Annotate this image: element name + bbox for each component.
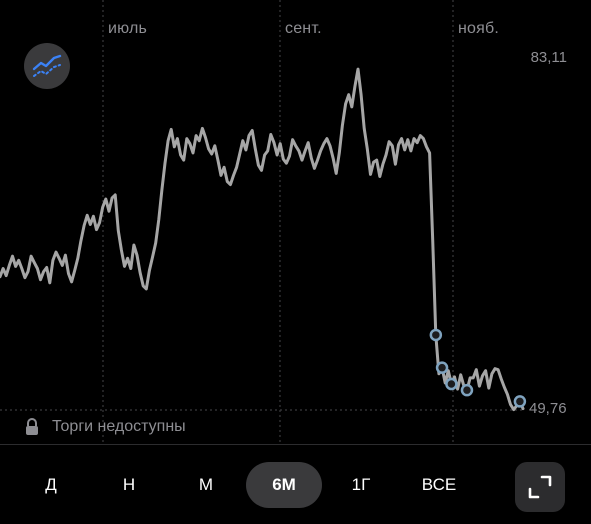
price-chart-svg [0,0,527,445]
period-month-button[interactable]: М [198,475,214,494]
price-chart[interactable]: июль сент. нояб. 83,11 49,76 Торги недос… [0,0,591,445]
indicator-button[interactable] [24,43,70,89]
divider [0,444,591,445]
chart-gridlines [0,0,525,445]
period-year-button[interactable]: 1Г [351,475,371,494]
min-price-label: 49,76 [529,400,567,417]
event-marker[interactable] [460,383,474,397]
month-label-september: сент. [285,20,322,37]
lock-icon [26,418,38,435]
period-all-button[interactable]: ВСЕ [421,475,457,494]
max-price-label: 83,11 [530,49,567,66]
trading-status: Торги недоступны [24,418,186,436]
trading-status-text: Торги недоступны [52,418,186,435]
month-label-july: июль [108,20,148,37]
period-day-button[interactable]: Д [45,475,57,494]
expand-icon [528,475,552,499]
period-week-button[interactable]: Н [122,475,136,494]
period-selector: Д Н М 6М 1Г ВСЕ [0,445,591,524]
expand-button[interactable] [515,462,565,512]
event-marker[interactable] [429,328,443,342]
event-markers [429,328,527,408]
chart-indicator-icon [32,54,62,77]
period-6m-button[interactable]: 6М [246,462,322,508]
event-marker[interactable] [445,377,458,391]
event-marker[interactable] [513,395,527,408]
price-line [0,67,525,412]
month-label-november: нояб. [458,20,500,37]
event-marker[interactable] [435,361,449,374]
